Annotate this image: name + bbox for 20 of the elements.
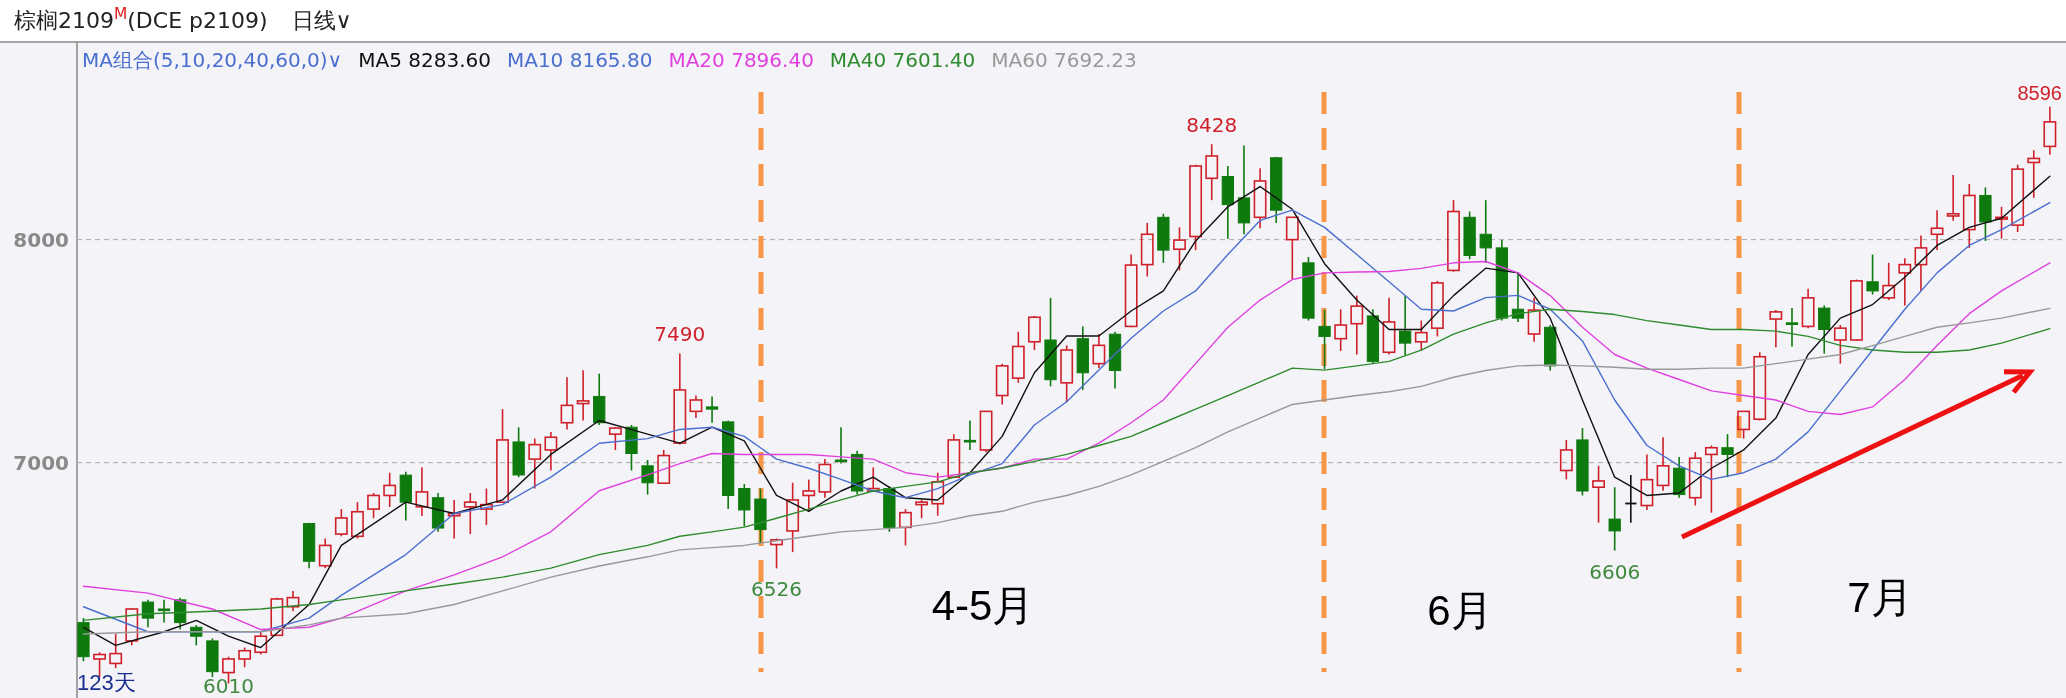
annotation: 6月 (1427, 587, 1493, 634)
chart-subtitle: 日线∨ (291, 8, 352, 33)
y-tick-label: 7000 (13, 450, 69, 475)
text: MA10 8165.80 (506, 48, 653, 72)
annotation: 6010 (203, 674, 254, 698)
chart-title: 棕榈2109$^{M}$(DCE p2109) (14, 5, 268, 33)
y-tick-label: 8000 (13, 227, 69, 252)
text: MA40 7601.40 (829, 48, 976, 72)
text: MA60 7692.23 (991, 48, 1137, 72)
annotation: 4-5月 (931, 582, 1035, 629)
annotation: 6526 (751, 577, 802, 602)
annotation: 123天 (77, 670, 136, 695)
annotation: 8596 (2017, 82, 2062, 104)
annotation: 8428 (1186, 113, 1238, 138)
annotation: 7490 (654, 322, 706, 347)
annotation: 7月 (1847, 574, 1913, 621)
text: MA5 8283.60 (358, 48, 491, 72)
legend-title: MA组合(5,10,20,40,60,0)∨ (82, 48, 343, 72)
annotation: 6606 (1589, 559, 1641, 584)
text: MA20 7896.40 (668, 48, 814, 72)
